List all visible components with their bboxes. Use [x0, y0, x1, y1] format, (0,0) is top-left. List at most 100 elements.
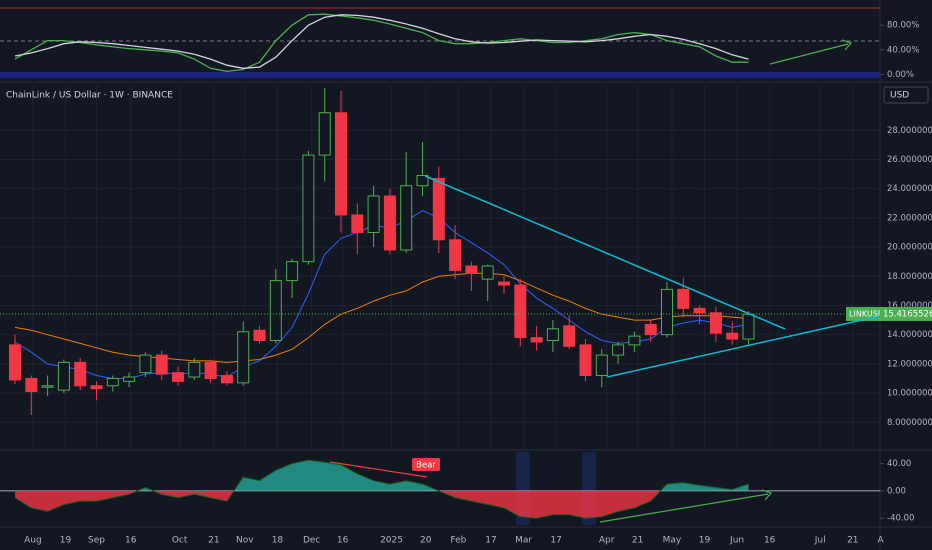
candle-body: [481, 265, 494, 280]
divergence-line: [329, 461, 428, 478]
y-tick-label: 16.0000000: [887, 301, 932, 311]
x-tick-label: A: [877, 536, 884, 546]
oscillator-line: [14, 13, 749, 73]
y-tick-label: 80.00%: [887, 21, 919, 31]
symbol-tag-text: LINKUSD: [849, 309, 884, 318]
y-tick-label: 14.0000000: [887, 330, 932, 340]
candle-body: [400, 185, 413, 251]
y-tick-label: 28.0000000: [887, 126, 932, 136]
candle-body: [302, 154, 315, 263]
candle-body: [188, 361, 201, 378]
candle-body: [220, 375, 233, 384]
x-tick-label: 19: [699, 536, 711, 546]
candle-body: [351, 214, 364, 233]
candle-body: [57, 361, 70, 391]
candle-body: [432, 177, 445, 241]
candle-body: [74, 361, 87, 387]
x-tick-label: 2025: [380, 536, 403, 546]
candle-body: [237, 331, 250, 384]
candle-body: [383, 195, 396, 251]
price-tag: [880, 306, 932, 321]
candle-body: [269, 280, 282, 342]
x-tick-label: Feb: [450, 536, 466, 546]
candle-body: [498, 281, 510, 286]
area-positive: [137, 460, 749, 491]
currency[interactable]: USD: [890, 91, 909, 101]
candle-body: [106, 377, 119, 387]
y-tick-label: 26.0000000: [887, 155, 932, 165]
candle-body: [90, 385, 103, 390]
x-tick-label: Sep: [88, 536, 105, 546]
candle-body: [709, 312, 722, 334]
y-tick-label: 24.0000000: [887, 184, 932, 194]
x-tick-label: Jul: [814, 536, 826, 546]
candle-body: [530, 337, 543, 343]
candle-body: [546, 328, 559, 342]
candle-body: [25, 377, 38, 393]
y-tick-label: 20.0000000: [887, 243, 932, 253]
y-tick-label: 12.0000000: [887, 359, 932, 369]
oscillator-line: [14, 14, 749, 69]
candle-body: [9, 344, 21, 381]
moving-average: [14, 272, 749, 363]
y-tick-label: 40.00: [887, 459, 911, 469]
annotation-box: [412, 458, 440, 471]
y-tick-label: 0.00%: [887, 70, 914, 80]
x-tick-label: 19: [60, 536, 72, 546]
x-tick-label: Dec: [303, 536, 320, 546]
candle-body: [661, 288, 673, 336]
candle-body: [155, 354, 168, 375]
annotation: Bear: [416, 461, 436, 471]
y-tick-label: 0.00: [887, 486, 906, 496]
arrow-head: [761, 489, 773, 501]
y-tick-label: 8.0000000: [887, 418, 932, 428]
trend-arrow: [769, 43, 849, 65]
x-tick-label: 16: [125, 536, 137, 546]
x-tick-label: 20: [420, 536, 432, 546]
trend-arrow: [599, 493, 769, 523]
arrow-head: [841, 39, 853, 51]
candle-body: [595, 354, 608, 377]
x-tick-label: Apr: [599, 536, 615, 546]
candle-body: [318, 112, 331, 156]
candle-body: [742, 313, 755, 340]
candle-body: [41, 385, 54, 388]
area-negative: [15, 490, 749, 519]
oversold-band: [0, 72, 880, 78]
x-tick-label: 17: [550, 536, 561, 546]
candle-body: [253, 329, 266, 341]
candle-body: [563, 325, 576, 347]
candle-body: [644, 323, 657, 336]
candle-body: [449, 239, 462, 271]
candle-body: [514, 284, 527, 339]
x-tick-label: Nov: [236, 536, 254, 546]
y-tick-label: 10.0000000: [887, 389, 932, 399]
x-tick-label: Mar: [515, 536, 532, 546]
x-tick-label: 18: [272, 536, 284, 546]
price-tag-text: 15.4165526: [883, 309, 932, 319]
x-tick-label: Jun: [729, 536, 744, 546]
symbol-title: ChainLink / US Dollar · 1W · BINANCE: [6, 91, 173, 101]
candle-body: [335, 112, 347, 216]
candle-body: [367, 195, 380, 233]
candle-body: [465, 265, 478, 274]
candle-body: [204, 361, 217, 379]
candle-body: [579, 344, 592, 377]
candle-body: [139, 354, 152, 374]
trendline-upper: [424, 175, 786, 330]
x-tick-label: 16: [764, 536, 776, 546]
candle-body: [612, 344, 625, 356]
trendline-lower: [606, 315, 881, 378]
x-tick-label: 21: [632, 536, 643, 546]
candle-body: [677, 288, 690, 309]
currency-button[interactable]: [883, 86, 929, 104]
y-tick-label: 18.0000000: [887, 272, 932, 282]
x-tick-label: Oct: [172, 536, 188, 546]
oscillator-line: [14, 459, 749, 519]
candle-body: [416, 175, 429, 187]
candle-body: [628, 335, 641, 346]
moving-average: [14, 210, 749, 379]
y-tick-label: 22.0000000: [887, 213, 932, 223]
